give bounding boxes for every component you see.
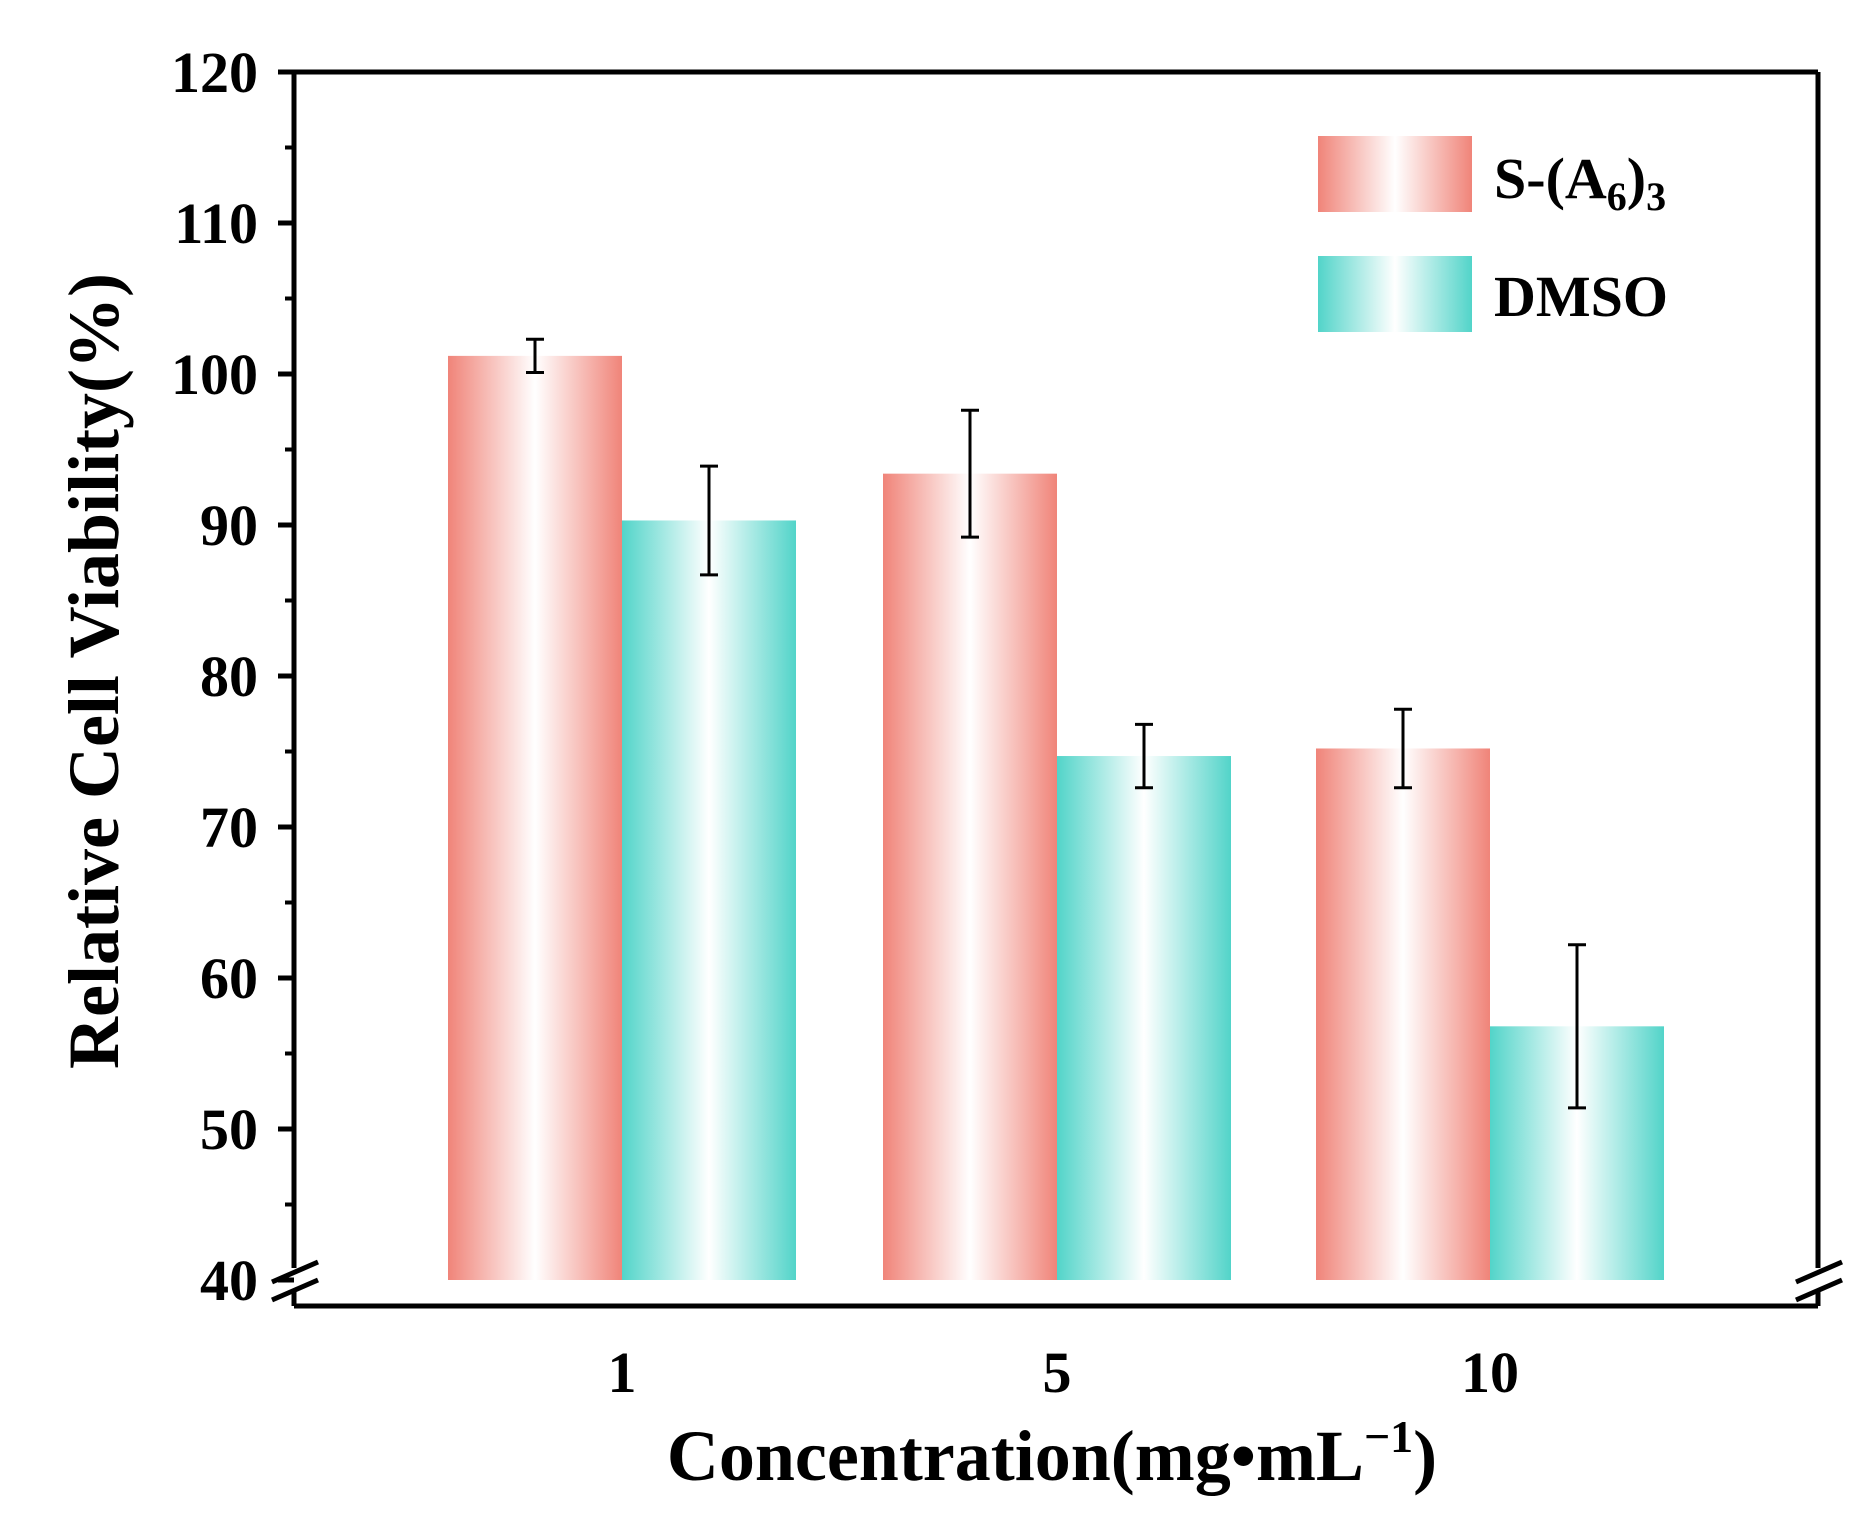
x-axis-title: Concentration(mg•mL−1) <box>667 1411 1437 1496</box>
y-tick-label: 120 <box>171 40 258 105</box>
y-tick-label: 100 <box>171 342 258 407</box>
x-axis-title-superscript: −1 <box>1364 1411 1413 1462</box>
legend: S-(A6)3 DMSO <box>1318 136 1668 332</box>
bar-s-a6-3-1 <box>448 355 622 1280</box>
y-tick-label: 40 <box>200 1248 258 1313</box>
x-tick-label: 1 <box>608 1340 637 1405</box>
legend-swatch-s-a6-3 <box>1318 136 1472 212</box>
y-tick-label: 50 <box>200 1097 258 1162</box>
legend-label-dmso: DMSO <box>1494 264 1668 329</box>
x-tick-label: 5 <box>1043 1340 1072 1405</box>
x-axis-tick-labels: 1 5 10 <box>608 1340 1520 1405</box>
y-tick-label: 90 <box>200 493 258 558</box>
axis-break-right <box>1795 1259 1843 1303</box>
bar-dmso-1 <box>622 520 796 1280</box>
y-tick-label: 110 <box>174 191 258 256</box>
y-axis-title: Relative Cell Viability(%) <box>54 273 134 1069</box>
legend-label-s-a6-3: S-(A6)3 <box>1494 146 1666 219</box>
bar-series <box>448 355 1664 1280</box>
bar-s-a6-3-5 <box>883 473 1057 1280</box>
bar-dmso-5 <box>1057 756 1231 1280</box>
y-tick-label: 60 <box>200 946 258 1011</box>
y-tick-label: 80 <box>200 644 258 709</box>
error-bars <box>526 337 1586 1110</box>
x-tick-label: 10 <box>1461 1340 1519 1405</box>
legend-swatch-dmso <box>1318 256 1472 332</box>
bar-s-a6-3-10 <box>1316 748 1490 1280</box>
y-tick-label: 70 <box>200 795 258 860</box>
y-axis-ticks: 40 50 60 70 80 90 100 110 120 <box>171 40 294 1313</box>
